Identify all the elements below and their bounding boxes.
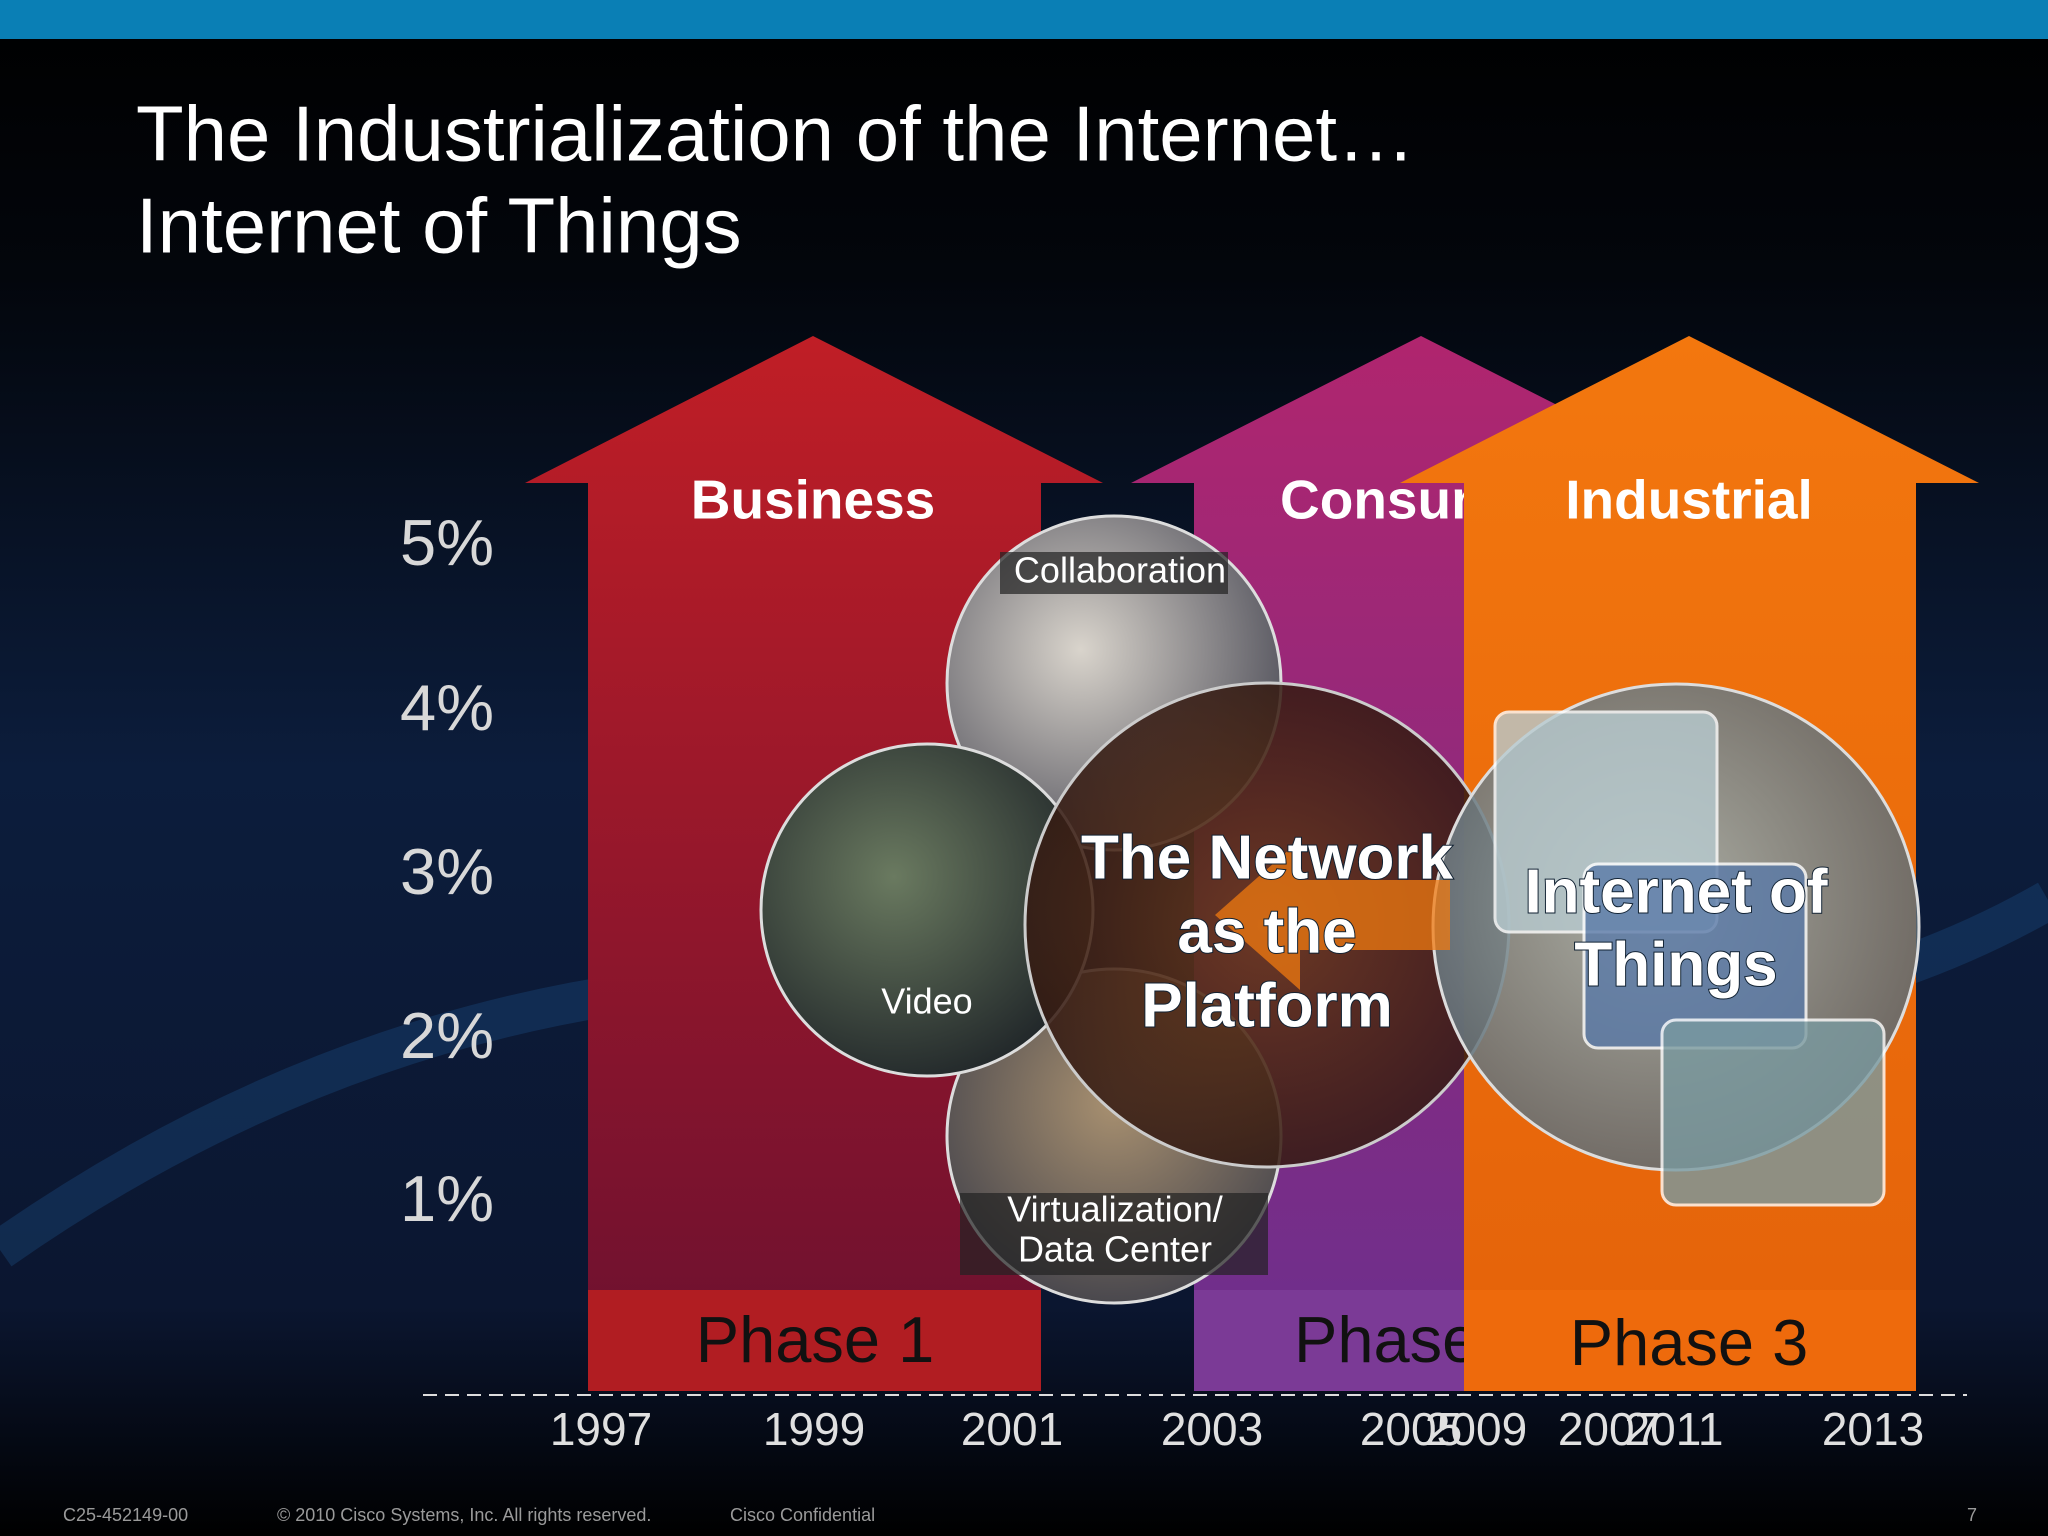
year-label: 1999 — [763, 1403, 865, 1455]
scale-label: 3% — [400, 835, 494, 908]
iot-label: Internet of — [1524, 857, 1827, 926]
circle-label: Collaboration — [1014, 550, 1226, 591]
arrow-label: Industrial — [1565, 469, 1813, 531]
arrow-label: Business — [691, 469, 936, 531]
year-label: 2005 — [1360, 1403, 1462, 1455]
year-label: 2003 — [1161, 1403, 1263, 1455]
year-label: 2007 — [1558, 1403, 1660, 1455]
scale-label: 1% — [400, 1162, 494, 1235]
caption-band — [960, 1193, 1268, 1275]
circle-label: Virtualization/ — [1007, 1189, 1222, 1230]
network-label: The Network — [1081, 823, 1454, 892]
year-label: 2013 — [1822, 1403, 1924, 1455]
footer-code: C25-452149-00 — [63, 1505, 188, 1525]
network-label: Platform — [1141, 971, 1392, 1040]
phase-label: Phase 3 — [1570, 1306, 1809, 1379]
iot-label: Things — [1574, 930, 1777, 999]
network-label: as the — [1177, 897, 1356, 966]
phase-bar — [588, 1290, 1041, 1391]
circle-label: Video — [881, 981, 972, 1022]
year-label: 2011 — [1625, 1403, 1724, 1455]
footer-confidential: Cisco Confidential — [730, 1505, 875, 1525]
scale-label: 4% — [400, 671, 494, 744]
scale-label: 2% — [400, 999, 494, 1072]
footer-copyright: © 2010 Cisco Systems, Inc. All rights re… — [277, 1505, 651, 1525]
photo-frame — [1660, 1018, 1886, 1207]
page-number: 7 — [1967, 1505, 1977, 1525]
circle-label: Data Center — [1018, 1229, 1212, 1270]
scale-label: 5% — [400, 506, 494, 579]
left-arrow — [1215, 840, 1450, 990]
top-bar — [0, 0, 2048, 39]
year-label: 2009 — [1425, 1403, 1527, 1455]
title-line: The Industrialization of the Internet… — [136, 90, 1415, 178]
title-line: Internet of Things — [136, 182, 742, 270]
phase-label: Phase 1 — [696, 1303, 935, 1376]
year-label: 1997 — [550, 1403, 652, 1455]
caption-band — [1000, 552, 1228, 594]
year-label: 2001 — [961, 1403, 1063, 1455]
phase-bar — [1464, 1290, 1916, 1391]
